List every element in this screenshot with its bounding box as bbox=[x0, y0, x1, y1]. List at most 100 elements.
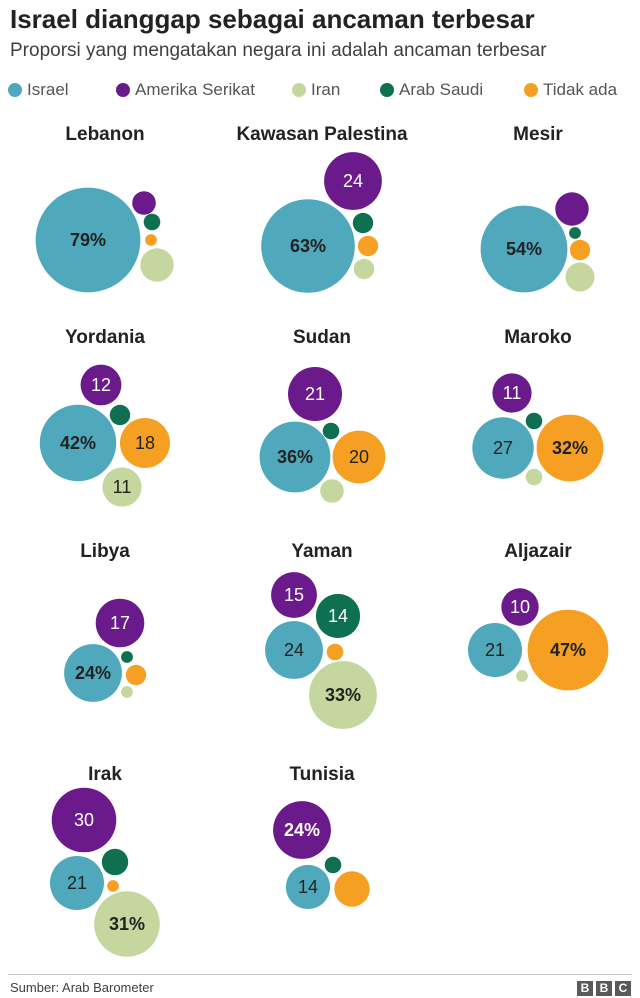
chart-subtitle: Proporsi yang mengatakan negara ini adal… bbox=[10, 40, 547, 61]
panel-title: Yordania bbox=[65, 327, 145, 348]
bubble-label-tidak-ada: 18 bbox=[135, 433, 155, 453]
bubble-amerika-serikat bbox=[132, 191, 156, 215]
bubble-label-iran: 31% bbox=[109, 914, 145, 934]
bubble-iran bbox=[525, 468, 543, 486]
panel-title: Lebanon bbox=[65, 124, 144, 145]
bubble-label-israel: 79% bbox=[70, 230, 106, 250]
bubble-iran bbox=[102, 467, 142, 507]
bubble-arab-saudi bbox=[324, 856, 342, 874]
bubble-tidak-ada bbox=[536, 414, 604, 482]
bubble-label-amerika-serikat: 17 bbox=[110, 613, 130, 633]
bubble-amerika-serikat bbox=[492, 373, 532, 413]
bubble-arab-saudi bbox=[569, 227, 581, 239]
bubble-label-tidak-ada: 20 bbox=[349, 447, 369, 467]
chart-title: Israel dianggap sebagai ancaman terbesar bbox=[10, 4, 535, 34]
panel-title: Irak bbox=[88, 764, 122, 785]
panel-title: Yaman bbox=[291, 541, 352, 562]
panel-title: Mesir bbox=[513, 124, 563, 145]
bubble-tidak-ada bbox=[334, 871, 370, 907]
bubble-tidak-ada bbox=[569, 239, 591, 261]
bubble-tidak-ada bbox=[125, 664, 147, 686]
bubble-arab-saudi bbox=[109, 404, 131, 426]
bubble-arab-saudi bbox=[315, 593, 361, 639]
legend-swatch-arab-saudi bbox=[380, 83, 394, 97]
bubble-label-amerika-serikat: 12 bbox=[91, 375, 111, 395]
bubble-label-israel: 21 bbox=[485, 640, 505, 660]
bubble-iran bbox=[121, 686, 133, 698]
panel-yordania: Yordania 42% 12 11 18 bbox=[39, 327, 170, 507]
bubble-amerika-serikat bbox=[273, 801, 331, 859]
bubble-iran bbox=[140, 248, 174, 282]
bbc-logo-block: B bbox=[596, 981, 612, 996]
bubble-label-israel: 24% bbox=[75, 663, 111, 683]
legend-item-amerika-serikat: Amerika Serikat bbox=[116, 80, 255, 100]
bubble-arab-saudi bbox=[322, 422, 340, 440]
panel-title: Aljazair bbox=[504, 541, 572, 562]
bubble-tidak-ada bbox=[357, 235, 379, 257]
panel-aljazair: Aljazair 21 10 47% bbox=[468, 541, 609, 691]
bubble-label-israel: 63% bbox=[290, 236, 326, 256]
legend-item-tidak-ada: Tidak ada bbox=[524, 80, 617, 100]
panel-sudan: Sudan 36% 21 20 bbox=[259, 327, 386, 503]
bubble-tidak-ada bbox=[326, 643, 344, 661]
bubble-label-arab-saudi: 14 bbox=[328, 606, 348, 626]
bubble-israel bbox=[261, 199, 355, 293]
bubble-label-israel: 54% bbox=[506, 239, 542, 259]
bubble-tidak-ada bbox=[120, 418, 170, 468]
bubble-israel bbox=[285, 864, 331, 910]
bubble-arab-saudi bbox=[525, 412, 543, 430]
bubble-label-amerika-serikat: 24% bbox=[284, 820, 320, 840]
bubble-israel bbox=[259, 421, 331, 493]
bubble-israel bbox=[480, 205, 568, 293]
legend-item-iran: Iran bbox=[292, 80, 340, 100]
bubble-arab-saudi bbox=[352, 212, 374, 234]
legend-swatch-amerika-serikat bbox=[116, 83, 130, 97]
panel-title: Maroko bbox=[504, 327, 572, 348]
bubble-amerika-serikat bbox=[324, 152, 382, 210]
bubble-iran bbox=[94, 891, 160, 957]
bubble-tidak-ada bbox=[527, 609, 609, 691]
bubble-israel bbox=[50, 856, 104, 910]
bubble-label-amerika-serikat: 21 bbox=[305, 384, 325, 404]
bbc-logo-block: C bbox=[615, 981, 631, 996]
bubble-israel bbox=[64, 644, 122, 702]
panel-maroko: Maroko 27 11 32% bbox=[472, 327, 604, 486]
bubble-label-amerika-serikat: 30 bbox=[74, 810, 94, 830]
bubble-label-iran: 33% bbox=[325, 685, 361, 705]
panel-title: Kawasan Palestina bbox=[236, 124, 408, 145]
legend-label-amerika-serikat: Amerika Serikat bbox=[135, 80, 255, 99]
legend-label-arab-saudi: Arab Saudi bbox=[399, 80, 484, 99]
bubble-label-israel: 21 bbox=[67, 873, 87, 893]
bubble-amerika-serikat bbox=[95, 598, 145, 648]
bubble-arab-saudi bbox=[121, 651, 133, 663]
bbc-logo-block: B bbox=[577, 981, 593, 996]
bubble-iran bbox=[516, 670, 528, 682]
bubble-label-tidak-ada: 47% bbox=[550, 640, 586, 660]
legend: Israel Amerika Serikat Iran Arab Saudi T… bbox=[8, 80, 638, 102]
bubble-israel bbox=[472, 417, 534, 479]
legend-label-tidak-ada: Tidak ada bbox=[543, 80, 618, 99]
footer-divider bbox=[8, 974, 632, 975]
legend-label-iran: Iran bbox=[311, 80, 341, 99]
bubble-label-amerika-serikat: 15 bbox=[284, 585, 304, 605]
bubble-label-israel: 42% bbox=[60, 433, 96, 453]
bubble-chart: Lebanon 79% Kawasan Palestina 63% 24 Mesir 54%… bbox=[35, 124, 609, 957]
panel-lebanon: Lebanon 79% bbox=[35, 124, 174, 293]
panel-irak: Irak 21 30 31% bbox=[50, 764, 160, 957]
bubble-tidak-ada bbox=[107, 880, 119, 892]
bbc-logo: B B C bbox=[577, 981, 631, 996]
bubble-iran bbox=[309, 661, 377, 729]
bubble-amerika-serikat bbox=[555, 192, 589, 226]
legend-label-israel: Israel bbox=[27, 80, 69, 99]
bubble-label-israel: 27 bbox=[493, 438, 513, 458]
panel-title: Tunisia bbox=[289, 764, 355, 785]
bubble-amerika-serikat bbox=[501, 588, 539, 626]
source-note: Sumber: Arab Barometer bbox=[10, 980, 154, 995]
bubble-israel bbox=[39, 404, 117, 482]
panel-title: Libya bbox=[80, 541, 130, 562]
bubble-tidak-ada bbox=[332, 430, 386, 484]
legend-swatch-israel bbox=[8, 83, 22, 97]
bubble-label-tidak-ada: 32% bbox=[552, 438, 588, 458]
legend-item-arab-saudi: Arab Saudi bbox=[380, 80, 483, 100]
bubble-amerika-serikat bbox=[288, 367, 342, 421]
